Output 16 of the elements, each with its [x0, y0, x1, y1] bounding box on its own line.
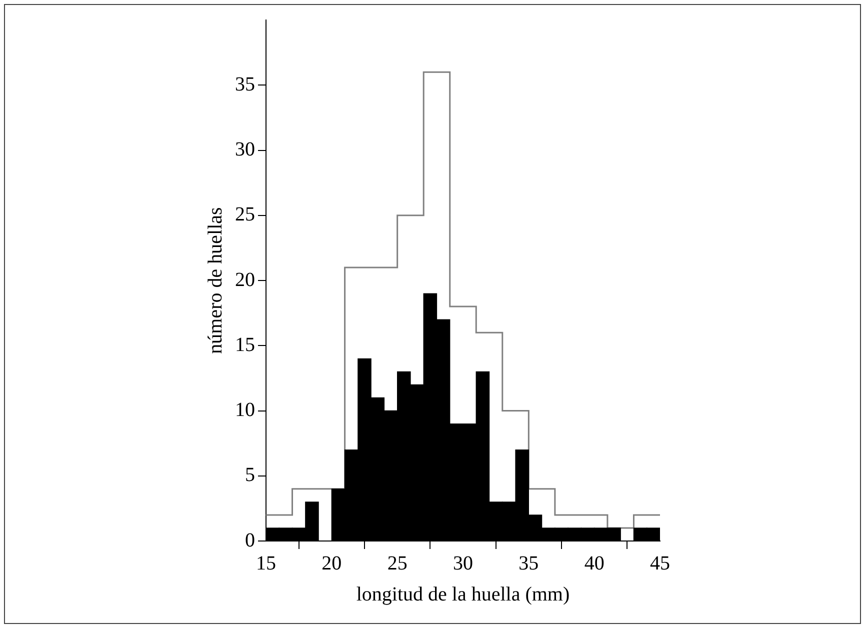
y-tick-label: 20: [235, 268, 255, 291]
y-tick-label: 30: [235, 138, 255, 160]
y-tick-label: 0: [245, 529, 255, 552]
x-tick-label: 35: [518, 552, 539, 574]
x-axis-title: longitud de la huella (mm): [356, 583, 570, 606]
x-tick-label: 30: [453, 552, 473, 574]
x-tick-label: 40: [584, 552, 604, 574]
y-tick-label: 35: [235, 73, 255, 96]
x-tick-label: 45: [650, 552, 670, 574]
x-tick-label: 25: [387, 552, 408, 574]
y-tick-label: 15: [235, 334, 255, 356]
y-axis-title: número de huellas: [204, 206, 226, 354]
y-tick-label: 5: [245, 464, 255, 486]
x-tick-label: 20: [322, 552, 342, 574]
y-tick-label: 25: [235, 204, 255, 226]
y-tick-label: 10: [235, 399, 255, 421]
